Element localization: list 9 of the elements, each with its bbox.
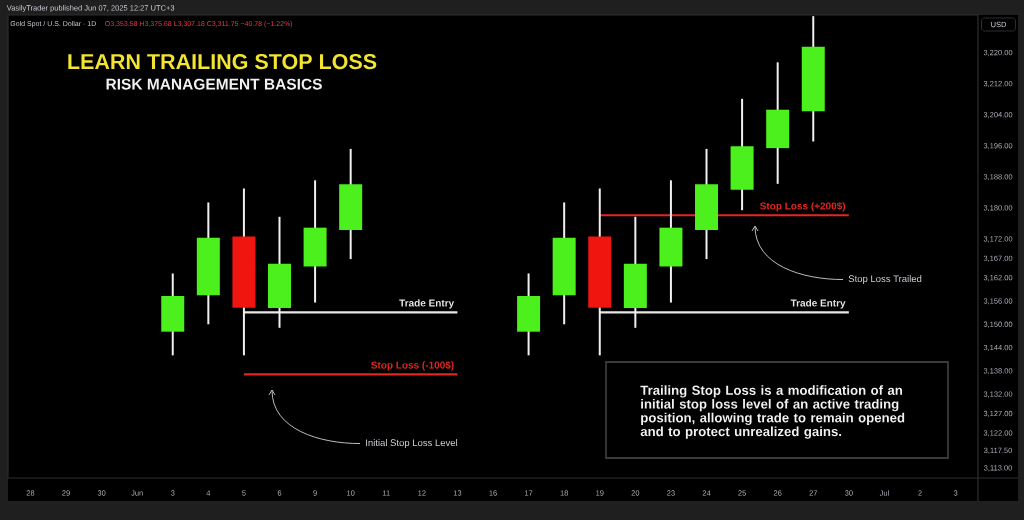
series-label: Trade Entry	[790, 299, 846, 309]
text: RISK MANAGEMENT BASICS	[106, 78, 322, 90]
series-label: Trade Entry	[399, 299, 455, 309]
annotation: Initial Stop Loss Level	[366, 439, 458, 448]
series-label: Stop Loss (+200$)	[760, 202, 846, 212]
annotation: Trailing Stop Loss is a modification of an initial stop loss level of an active trading position, allowing trade to remain opened and to protect unrealized gains.	[640, 385, 905, 439]
series-label: Stop Loss (-100$)	[371, 361, 454, 371]
annotation: Stop Loss Trailed	[848, 275, 922, 284]
text: LEARN TRAILING STOP LOSS	[68, 53, 377, 70]
